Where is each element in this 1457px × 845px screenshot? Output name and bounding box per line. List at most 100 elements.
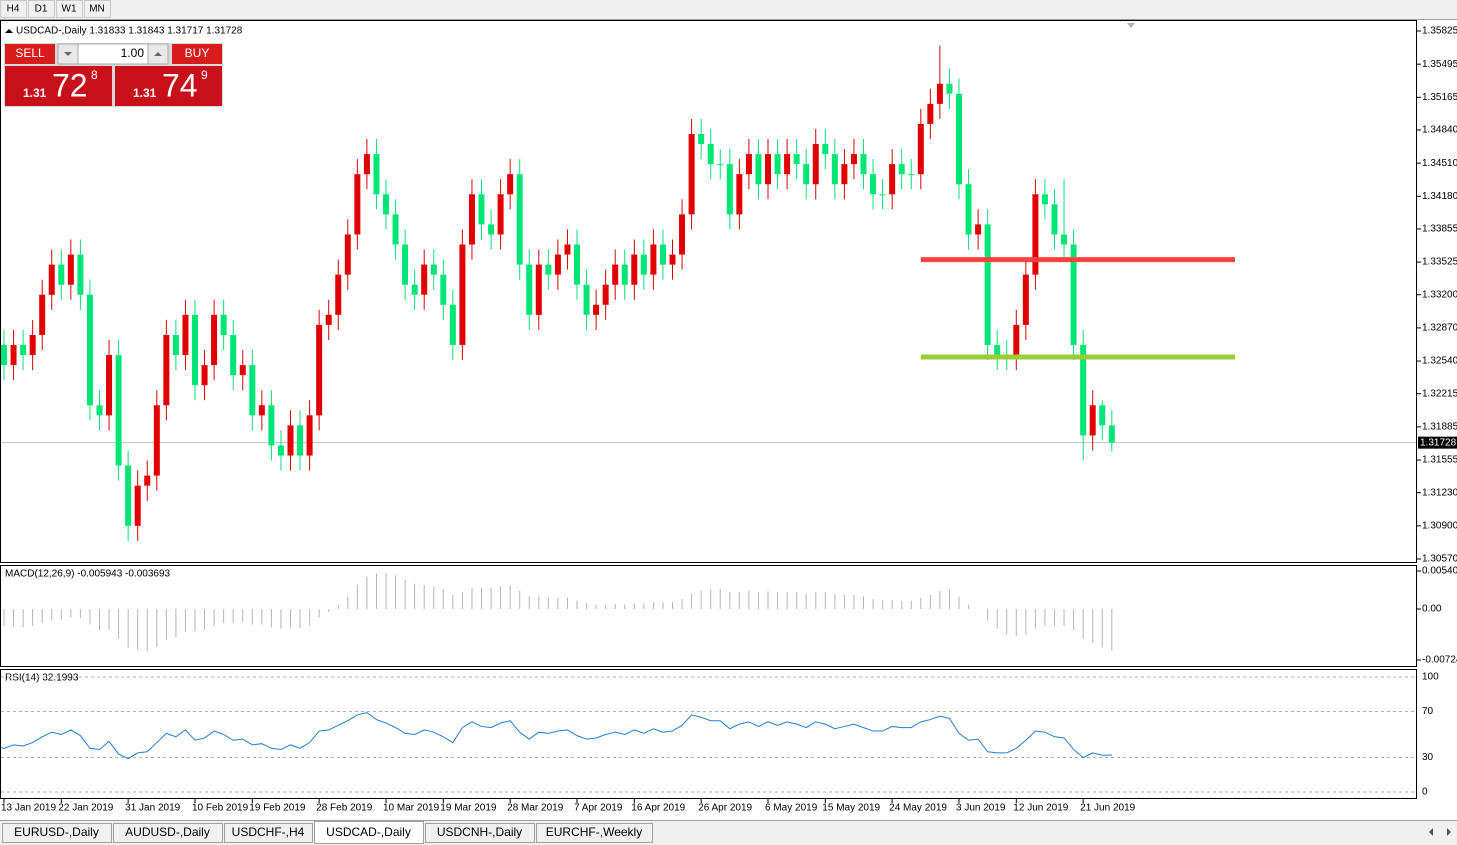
candle-body	[850, 154, 857, 165]
lot-down-icon	[64, 52, 72, 56]
candle-body	[297, 425, 304, 456]
timeframe-label[interactable]: D1	[35, 4, 48, 15]
timeframe-label[interactable]: W1	[62, 4, 77, 15]
sell-label[interactable]: SELL	[15, 46, 45, 60]
current-price-box	[1418, 436, 1457, 449]
symbol-tab-label[interactable]: EURUSD-,Daily	[14, 825, 99, 839]
timeframe-label[interactable]: H4	[7, 4, 20, 15]
x-tick-label: 16 Apr 2019	[631, 803, 685, 814]
symbol-tab-label[interactable]: USDCHF-,H4	[232, 825, 305, 839]
x-tick-label: 24 May 2019	[889, 803, 947, 814]
sell-pips: 72	[52, 67, 88, 103]
symbol-tab-label[interactable]: AUDUSD-,Daily	[125, 825, 210, 839]
candle-body	[879, 194, 886, 196]
candle-body	[239, 365, 246, 376]
candle-body	[803, 164, 810, 185]
y-tick-label: 70	[1422, 706, 1434, 717]
candle-body	[659, 244, 666, 265]
candle-body	[373, 154, 380, 195]
timeframe-button[interactable]	[28, 0, 55, 18]
x-tick-label: 3 Jun 2019	[956, 803, 1006, 814]
candle-body	[163, 334, 170, 406]
candle-body	[831, 154, 838, 185]
candle-body	[679, 214, 686, 255]
candle-body	[688, 133, 695, 215]
candle-body	[507, 174, 514, 195]
candle-body	[631, 254, 638, 285]
timeframe-button[interactable]	[56, 0, 83, 18]
candle-body	[449, 304, 456, 345]
symbol-tab[interactable]	[224, 823, 313, 843]
symbol-tab[interactable]	[425, 823, 535, 843]
symbol-tab[interactable]	[113, 823, 223, 843]
buy-big-figure: 1.31	[133, 86, 157, 100]
symbol-tab[interactable]	[2, 823, 112, 843]
candle-body	[106, 355, 113, 416]
symbol-tab[interactable]	[314, 821, 424, 844]
buy-price-box[interactable]	[115, 66, 222, 106]
candle-body	[583, 284, 590, 315]
candle-body	[726, 164, 733, 215]
candle-body	[936, 83, 943, 104]
candle-body	[144, 475, 151, 486]
candle-body	[755, 154, 762, 185]
symbol-tab-label[interactable]: EURCHF-,Weekly	[546, 825, 642, 839]
symbol-tab-label[interactable]: USDCNH-,Daily	[437, 825, 522, 839]
candle-body	[230, 334, 237, 376]
candle-body	[765, 154, 771, 185]
candle-body	[220, 314, 227, 335]
timeframe-label[interactable]: MN	[89, 4, 105, 15]
candle-body	[640, 254, 647, 275]
y-tick-label: 1.30900	[1422, 520, 1457, 531]
buy-button[interactable]	[172, 44, 222, 64]
x-tick-label: 10 Feb 2019	[192, 803, 249, 814]
rsi-line	[1, 712, 1112, 760]
buy-pips: 74	[162, 67, 198, 103]
candle-body	[1089, 405, 1096, 436]
candle-body	[258, 405, 265, 416]
candle-body	[1032, 194, 1039, 275]
candle-body	[927, 103, 934, 124]
sell-price-box[interactable]	[5, 66, 112, 106]
candle-body	[793, 154, 800, 165]
candle-body	[29, 334, 36, 356]
y-tick-label: 1.33200	[1422, 289, 1457, 300]
candle-body	[965, 184, 972, 235]
y-tick-label: 1.32540	[1422, 356, 1457, 367]
candle-body	[67, 254, 74, 285]
candle-body	[698, 133, 705, 145]
symbol-tab-label[interactable]: USDCAD-,Daily	[326, 825, 411, 839]
x-tick-label: 26 Apr 2019	[698, 803, 752, 814]
candle-body	[335, 274, 342, 315]
x-tick-label: 22 Jan 2019	[58, 803, 113, 814]
x-tick-label: 28 Mar 2019	[507, 803, 564, 814]
candle-body	[478, 194, 485, 225]
lot-value[interactable]: 1.00	[121, 46, 145, 60]
candle-body	[430, 264, 437, 275]
candle-body	[421, 264, 428, 295]
y-tick-label: 1.33525	[1422, 257, 1457, 268]
y-tick-label: 1.35165	[1422, 92, 1457, 103]
candle-body	[870, 174, 877, 195]
candle-body	[402, 244, 409, 285]
sell-button[interactable]	[5, 44, 55, 64]
sell-fraction: 8	[91, 68, 98, 82]
shift-marker	[1127, 23, 1135, 28]
symbol-tab[interactable]	[536, 823, 653, 843]
timeframe-button[interactable]	[0, 0, 27, 18]
timeframe-button[interactable]	[84, 0, 111, 18]
toolbar	[0, 0, 1457, 19]
candle-body	[1051, 204, 1058, 235]
buy-label[interactable]: BUY	[185, 46, 210, 60]
candle-body	[669, 254, 676, 265]
candle-body	[134, 485, 141, 526]
candle-body	[984, 224, 991, 345]
candle-body	[917, 123, 924, 175]
candle-body	[1080, 344, 1087, 436]
y-tick-label: 30	[1422, 752, 1434, 763]
x-tick-label: 19 Feb 2019	[249, 803, 306, 814]
candle-body	[745, 154, 752, 175]
chart-title: USDCAD-,Daily 1.31833 1.31843 1.31717 1.…	[16, 26, 243, 37]
lot-up-icon	[154, 52, 162, 56]
